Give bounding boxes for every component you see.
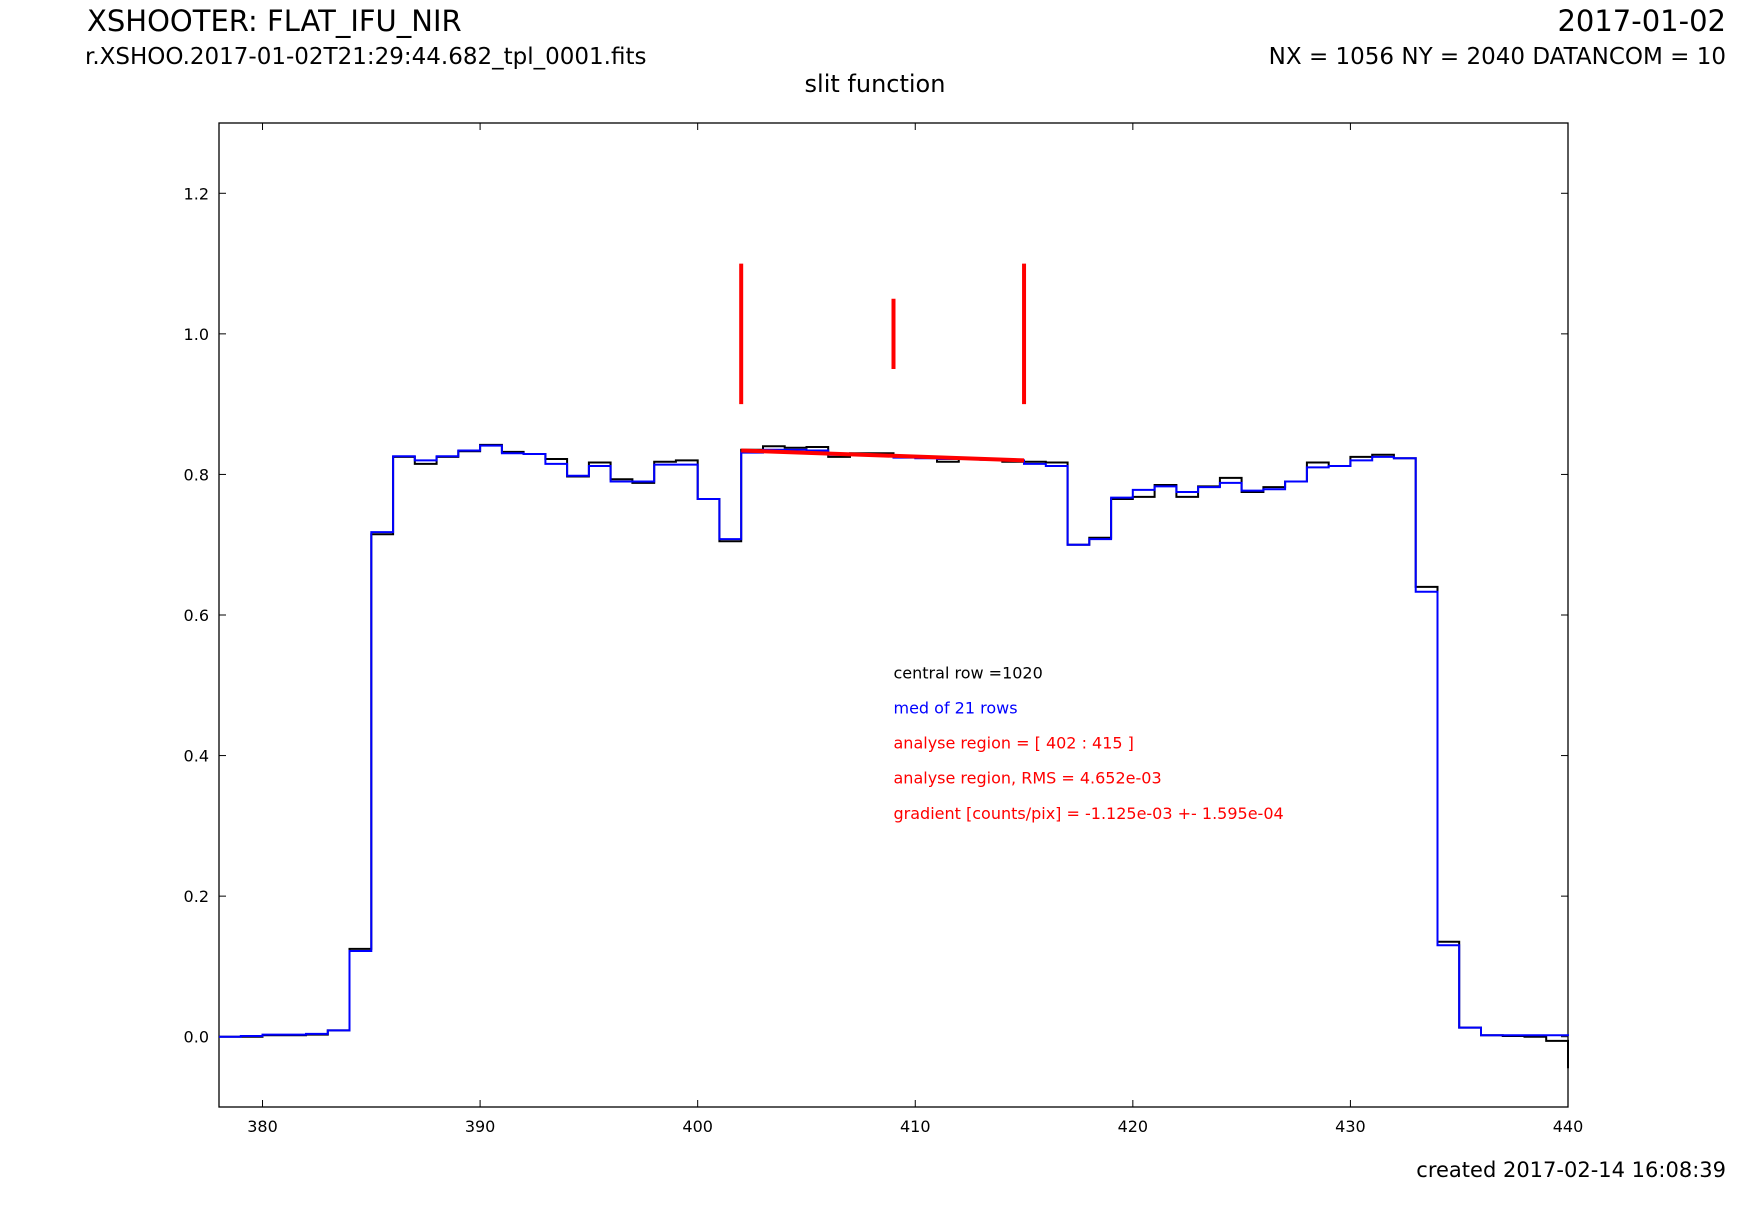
annotation-text: central row =1020 <box>894 663 1043 682</box>
image-dimensions: NX = 1056 NY = 2040 DATANCOM = 10 <box>1268 44 1726 70</box>
y-tick-label: 0.4 <box>184 747 209 766</box>
report-title: XSHOOTER: FLAT_IFU_NIR <box>87 4 462 38</box>
annotation-text: gradient [counts/pix] = -1.125e-03 +- 1.… <box>894 804 1284 823</box>
plot-title: slit function <box>804 70 946 98</box>
created-timestamp: created 2017-02-14 16:08:39 <box>1416 1158 1726 1182</box>
plot-frame <box>218 122 1569 1108</box>
y-tick-label: 1.0 <box>184 325 209 344</box>
series-group <box>219 443 1569 1069</box>
y-tick-label: 0.8 <box>184 465 209 484</box>
annotation-group: central row =1020 med of 21 rows analyse r… <box>894 663 1284 823</box>
x-tick-label: 430 <box>1335 1117 1366 1136</box>
observation-date: 2017-01-02 <box>1557 4 1726 38</box>
annotation-text: analyse region = [ 402 : 415 ] <box>894 734 1134 753</box>
y-tick-label: 0.6 <box>184 606 209 625</box>
x-tick-label: 380 <box>247 1117 278 1136</box>
x-tick-label: 410 <box>900 1117 931 1136</box>
axes-group: 380 390 400 410 420 430 440 0.0 0.2 0.4 0.6 0.8 1.0 1… <box>184 122 1584 1136</box>
x-tick-label: 390 <box>465 1117 496 1136</box>
annotation-text: analyse region, RMS = 4.652e-03 <box>894 769 1162 788</box>
overlay-group <box>739 263 1027 463</box>
series-line-central-row <box>219 443 1569 1069</box>
y-tick-label: 0.2 <box>184 887 209 906</box>
fit-line <box>741 448 1025 463</box>
file-name: r.XSHOO.2017-01-02T21:29:44.682_tpl_0001… <box>85 44 647 70</box>
y-tick-label: 0.0 <box>184 1028 209 1047</box>
x-tick-label: 400 <box>682 1117 713 1136</box>
annotation-text: med of 21 rows <box>894 698 1018 717</box>
y-tick-label: 1.2 <box>184 184 209 203</box>
x-tick-label: 420 <box>1118 1117 1149 1136</box>
x-tick-label: 440 <box>1553 1117 1584 1136</box>
